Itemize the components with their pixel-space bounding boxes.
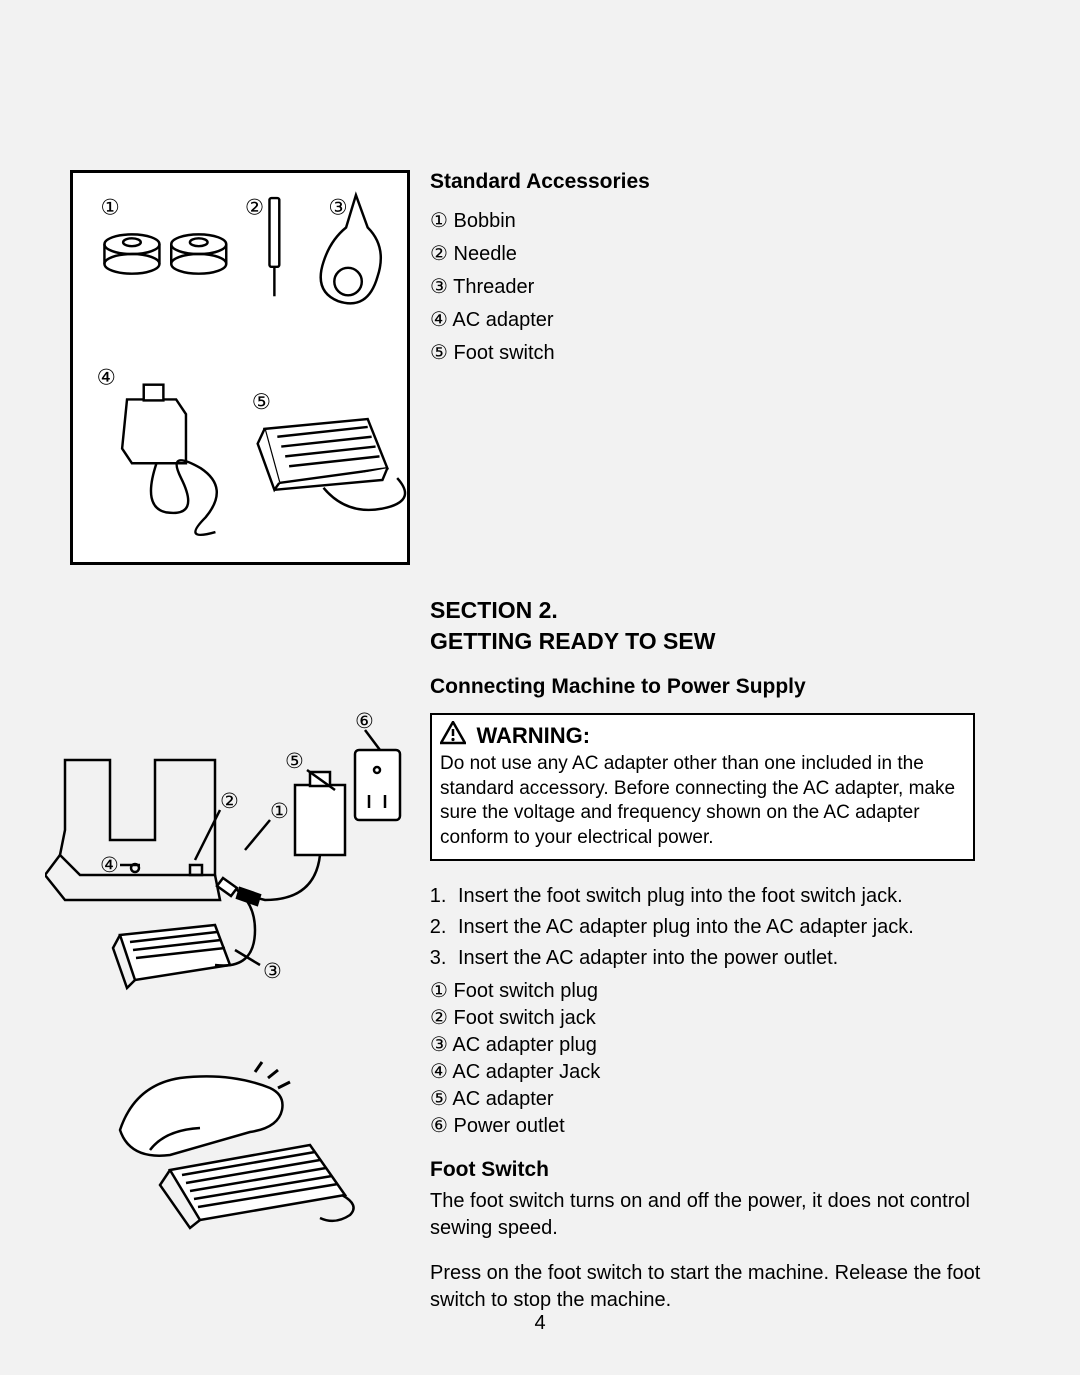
warning-label: WARNING: (476, 723, 590, 749)
callout-5: ⑤ (285, 750, 304, 773)
ac-adapter-icon (122, 385, 217, 535)
warning-text: Do not use any AC adapter other than one… (440, 752, 965, 851)
callout-4: ④ (97, 365, 116, 390)
sub-heading: Connecting Machine to Power Supply (430, 675, 990, 699)
list-item: ④ AC adapter (430, 307, 990, 332)
needle-icon (269, 198, 279, 296)
callout-1: ① (270, 800, 289, 823)
foot-switch-p1: The foot switch turns on and off the pow… (430, 1188, 990, 1242)
warning-box: WARNING: Do not use any AC adapter other… (430, 713, 975, 861)
left-column: ① ② ③ (70, 170, 410, 565)
list-item: ⑤ AC adapter (430, 1086, 990, 1113)
list-item: ⑤ Foot switch (430, 340, 990, 365)
accessories-list: ① Bobbin ② Needle ③ Threader ④ AC adapte… (430, 208, 990, 365)
list-item: Insert the AC adapter plug into the AC a… (452, 914, 990, 941)
list-item: Insert the AC adapter into the power out… (452, 945, 990, 972)
callout-2: ② (220, 790, 239, 813)
callout-3: ③ (263, 960, 282, 983)
accessories-diagram: ① ② ③ (70, 170, 410, 565)
callout-5: ⑤ (252, 389, 271, 414)
callout-4: ④ (100, 854, 119, 877)
list-item: ① Bobbin (430, 208, 990, 233)
list-item: ③ AC adapter plug (430, 1032, 990, 1059)
manual-page: ① ② ③ (0, 0, 1080, 1375)
list-item: ④ AC adapter Jack (430, 1059, 990, 1086)
page-number: 4 (534, 1312, 545, 1335)
callout-6: ⑥ (355, 710, 374, 733)
connection-diagram: ① ② ③ ④ ⑤ ⑥ (45, 700, 415, 1020)
list-item: ② Foot switch jack (430, 1005, 990, 1032)
foot-switch-heading: Foot Switch (430, 1158, 990, 1182)
right-column-top: Standard Accessories ① Bobbin ② Needle ③… (430, 170, 990, 373)
steps-list: Insert the foot switch plug into the foo… (452, 883, 990, 972)
list-item: ③ Threader (430, 274, 990, 299)
warning-icon (440, 721, 466, 750)
foot-switch-diagram (110, 1060, 370, 1230)
list-item: ⑥ Power outlet (430, 1113, 990, 1140)
callout-3: ③ (328, 195, 347, 220)
list-item: Insert the foot switch plug into the foo… (452, 883, 990, 910)
list-item: ① Foot switch plug (430, 978, 990, 1005)
section-2: SECTION 2. GETTING READY TO SEW Connecti… (430, 595, 990, 1332)
accessories-heading: Standard Accessories (430, 170, 990, 194)
callout-2: ② (245, 195, 264, 220)
list-item: ② Needle (430, 241, 990, 266)
foot-switch-p2: Press on the foot switch to start the ma… (430, 1260, 990, 1314)
foot-switch-icon (258, 419, 405, 510)
callout-1: ① (101, 195, 120, 220)
parts-list: ① Foot switch plug ② Foot switch jack ③ … (430, 978, 990, 1140)
section-title: SECTION 2. GETTING READY TO SEW (430, 595, 990, 657)
bobbin-icon (104, 234, 226, 273)
